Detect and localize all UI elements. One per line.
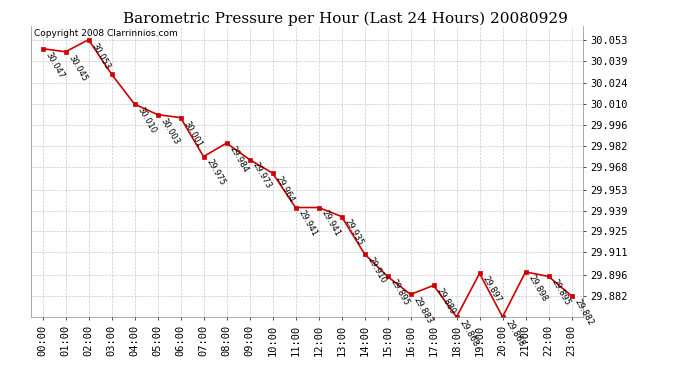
Text: 29.868: 29.868 (504, 318, 526, 348)
Text: 29.883: 29.883 (412, 296, 435, 326)
Text: 29.895: 29.895 (550, 278, 572, 308)
Text: 29.898: 29.898 (527, 273, 549, 303)
Text: 29.897: 29.897 (481, 275, 503, 304)
Text: 30.010: 30.010 (136, 105, 158, 135)
Text: 30.047: 30.047 (44, 50, 66, 80)
Text: 29.868: 29.868 (458, 318, 480, 348)
Text: 29.941: 29.941 (297, 209, 319, 238)
Text: 29.964: 29.964 (274, 174, 296, 204)
Text: 30.003: 30.003 (159, 116, 181, 146)
Text: 30.053: 30.053 (90, 41, 112, 71)
Text: 29.984: 29.984 (228, 144, 250, 174)
Text: 29.935: 29.935 (343, 218, 365, 248)
Text: 29.973: 29.973 (251, 161, 273, 191)
Text: 29.889: 29.889 (435, 287, 457, 316)
Text: 30.001: 30.001 (182, 119, 204, 148)
Text: 29.910: 29.910 (366, 255, 388, 285)
Text: 29.882: 29.882 (573, 297, 595, 327)
Text: 29.895: 29.895 (389, 278, 411, 308)
Text: Barometric Pressure per Hour (Last 24 Hours) 20080929: Barometric Pressure per Hour (Last 24 Ho… (123, 11, 567, 26)
Text: 29.941: 29.941 (320, 209, 342, 238)
Text: 30.045: 30.045 (67, 53, 89, 83)
Text: Copyright 2008 Clarrinnios.com: Copyright 2008 Clarrinnios.com (34, 29, 177, 38)
Text: 29.975: 29.975 (205, 158, 227, 188)
